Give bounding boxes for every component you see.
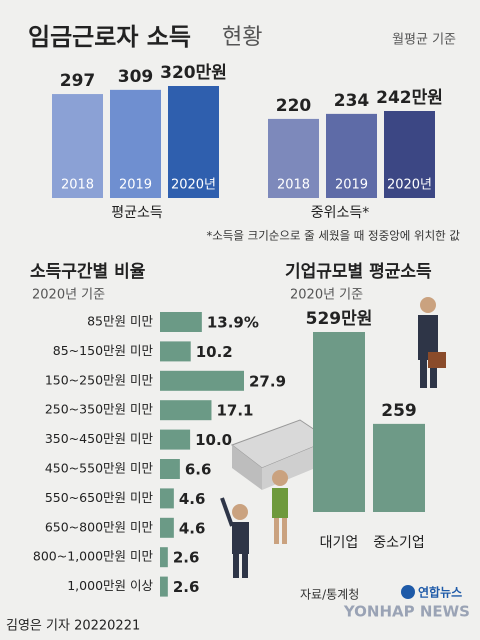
value-label: 4.6	[179, 490, 206, 508]
category-label: 2020년	[387, 178, 432, 193]
value-label: 2.6	[173, 549, 200, 567]
value-label: 529만원	[306, 309, 373, 329]
illustration	[220, 297, 446, 578]
value-label: 27.9	[249, 372, 286, 390]
section-title: 소득구간별 비율	[30, 262, 146, 282]
value-label: 6.6	[185, 461, 212, 479]
category-label: 2020년	[171, 178, 216, 193]
footnote: *소득을 크기순으로 줄 세웠을 때 정중앙에 위치한 값	[206, 229, 460, 243]
category-label: 1,000만원 이상	[67, 578, 153, 593]
bar	[160, 459, 180, 479]
bar	[373, 423, 425, 512]
note: 월평균 기준	[392, 33, 456, 48]
category-label: 85만원 미만	[87, 314, 153, 329]
value-label: 309	[118, 67, 154, 87]
bar	[160, 400, 212, 421]
bar	[268, 118, 319, 198]
bar	[160, 488, 174, 509]
title-light: 현황	[222, 25, 262, 50]
bar	[160, 429, 191, 450]
bar	[160, 341, 191, 362]
title: 임금근로자 소득	[28, 23, 191, 51]
value-label: 4.6	[179, 519, 206, 537]
bar	[384, 111, 435, 198]
category-label: 150~250만원 미만	[45, 372, 154, 387]
bar	[160, 517, 174, 538]
value-label: 320만원	[160, 63, 227, 83]
section-subtitle: 2020년 기준	[32, 288, 105, 303]
bar	[160, 576, 168, 597]
category-label: 85~150만원 미만	[53, 343, 154, 358]
value-label: 2.6	[173, 578, 200, 596]
category-label: 350~450만원 미만	[45, 431, 154, 446]
source: 자료/통계청	[300, 588, 359, 602]
bar	[326, 113, 377, 198]
category-label: 대기업	[320, 535, 359, 551]
category-label: 550~650만원 미만	[45, 490, 154, 505]
category-label: 450~550만원 미만	[45, 461, 154, 476]
section-subtitle: 2020년 기준	[290, 288, 363, 303]
value-label: 220	[276, 96, 312, 116]
category-label: 800~1,000만원 미만	[33, 549, 154, 564]
value-label: 242만원	[376, 88, 443, 108]
brand: 연합뉴스	[418, 585, 462, 600]
value-label: 17.1	[216, 402, 253, 420]
axis-label: 평균소득	[111, 205, 163, 221]
axis-label: 중위소득*	[311, 205, 370, 221]
category-label: 2019	[335, 178, 368, 193]
bar	[168, 86, 219, 198]
bar	[110, 89, 161, 198]
value-label: 297	[60, 71, 96, 91]
watermark: YONHAP NEWS	[343, 603, 470, 621]
section-title: 기업규모별 평균소득	[285, 262, 432, 282]
bar	[160, 370, 244, 391]
value-label: 13.9%	[207, 314, 259, 332]
category-label: 250~350만원 미만	[45, 402, 154, 417]
category-label: 중소기업	[373, 535, 425, 551]
value-label: 10.0	[195, 431, 232, 449]
category-label: 2019	[119, 178, 152, 193]
category-label: 650~800만원 미만	[45, 519, 154, 534]
value-label: 234	[334, 91, 370, 111]
category-label: 2018	[61, 178, 94, 193]
bar	[313, 332, 365, 512]
category-label: 2018	[277, 178, 310, 193]
value-label: 259	[381, 401, 417, 421]
credit: 김영은 기자 20220221	[6, 619, 140, 634]
bar	[52, 94, 103, 198]
bar	[160, 312, 202, 332]
bar	[160, 547, 168, 568]
logo	[401, 585, 415, 599]
value-label: 10.2	[196, 343, 233, 361]
